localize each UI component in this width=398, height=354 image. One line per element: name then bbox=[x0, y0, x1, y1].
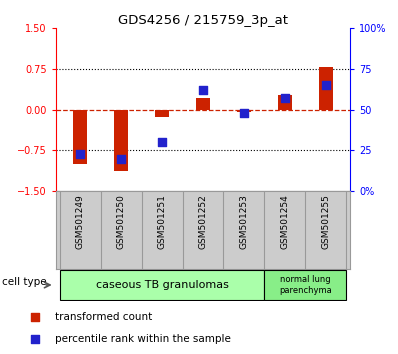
Bar bbox=[264, 270, 346, 300]
Bar bbox=[196, 98, 210, 110]
Text: GSM501255: GSM501255 bbox=[321, 194, 330, 249]
Point bbox=[118, 156, 124, 161]
Text: GSM501249: GSM501249 bbox=[76, 194, 85, 249]
Text: caseous TB granulomas: caseous TB granulomas bbox=[96, 280, 228, 290]
Point bbox=[77, 151, 84, 156]
Point bbox=[241, 110, 247, 116]
Text: GSM501253: GSM501253 bbox=[239, 194, 248, 249]
Bar bbox=[114, 110, 128, 171]
Title: GDS4256 / 215759_3p_at: GDS4256 / 215759_3p_at bbox=[118, 14, 288, 27]
Bar bbox=[237, 110, 251, 113]
Text: cell type: cell type bbox=[2, 277, 47, 287]
Bar bbox=[318, 67, 333, 110]
Text: normal lung
parenchyma: normal lung parenchyma bbox=[279, 275, 332, 295]
Bar bbox=[60, 270, 264, 300]
Point bbox=[32, 336, 39, 342]
Bar bbox=[278, 95, 292, 110]
Text: GSM501252: GSM501252 bbox=[199, 194, 207, 249]
Text: GSM501251: GSM501251 bbox=[158, 194, 167, 249]
Point bbox=[322, 82, 329, 88]
Text: GSM501254: GSM501254 bbox=[280, 194, 289, 249]
Text: transformed count: transformed count bbox=[55, 312, 152, 322]
Point bbox=[159, 139, 165, 145]
Text: percentile rank within the sample: percentile rank within the sample bbox=[55, 334, 230, 344]
Point bbox=[200, 87, 206, 93]
Point bbox=[32, 314, 39, 320]
Point bbox=[282, 96, 288, 101]
Bar bbox=[155, 110, 169, 117]
Bar bbox=[73, 110, 88, 164]
Text: GSM501250: GSM501250 bbox=[117, 194, 126, 249]
